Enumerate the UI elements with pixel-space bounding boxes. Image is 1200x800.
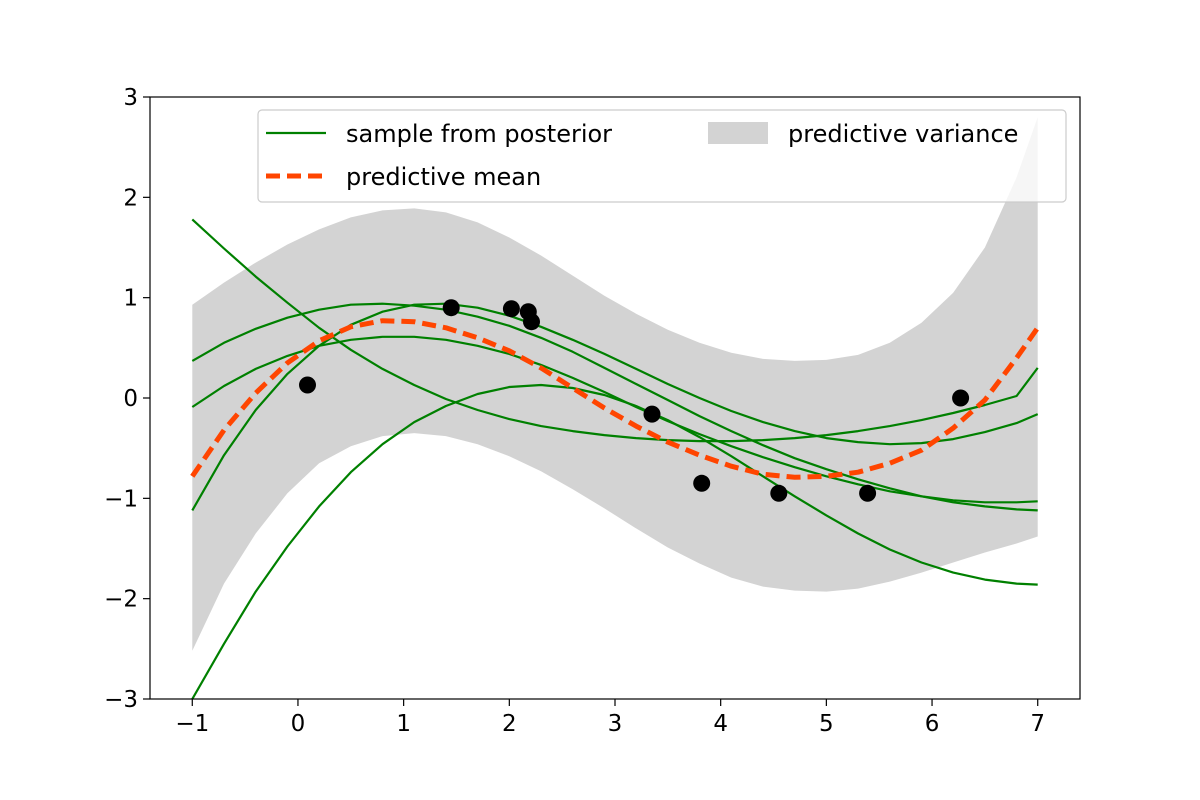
x-tick-label: 7: [1030, 711, 1045, 737]
legend-variance-swatch: [708, 122, 768, 144]
x-tick-label: 4: [713, 711, 728, 737]
legend: sample from posterior predictive mean pr…: [257, 109, 1067, 203]
y-tick-label: 2: [123, 185, 138, 211]
sample-line-5: [191, 383, 1038, 699]
data-point-3: [502, 300, 520, 318]
data-point-8: [770, 484, 788, 502]
data-point-10: [952, 389, 970, 407]
y-tick-label: 3: [123, 85, 138, 111]
mean-line: [190, 318, 1040, 480]
variance-band: [192, 117, 1038, 651]
x-tick-label: 3: [608, 711, 623, 737]
data-point-9: [859, 484, 877, 502]
y-tick-label: −3: [104, 687, 138, 713]
legend-box: [257, 109, 1067, 203]
legend-mean-label: predictive mean: [346, 163, 541, 191]
x-tick-label: −1: [175, 711, 209, 737]
x-tick-label: 1: [396, 711, 411, 737]
x-tick-label: 2: [502, 711, 517, 737]
data-point-7: [693, 474, 711, 492]
legend-variance-label: predictive variance: [788, 120, 1018, 148]
data-point-2: [442, 299, 460, 317]
axis-ticks: −1 0 1 2 3 4 5 6 7 −3 −2 −1 0 1 2 3: [104, 85, 1045, 737]
x-tick-label: 0: [291, 711, 306, 737]
y-tick-label: 0: [123, 386, 138, 412]
sample-line-3: [191, 302, 1039, 511]
y-tick-label: 1: [123, 286, 138, 312]
legend-sample-label: sample from posterior: [346, 120, 612, 148]
sample-line-4: [191, 218, 1039, 443]
plot-area: [190, 117, 1040, 699]
x-tick-label: 6: [925, 711, 940, 737]
data-point-6: [643, 405, 661, 423]
x-tick-label: 5: [819, 711, 834, 737]
y-tick-label: −1: [104, 486, 138, 512]
data-point-1: [299, 376, 316, 394]
sample-line-2: [191, 302, 1038, 512]
data-point-5: [523, 313, 540, 331]
y-tick-label: −2: [104, 587, 138, 613]
